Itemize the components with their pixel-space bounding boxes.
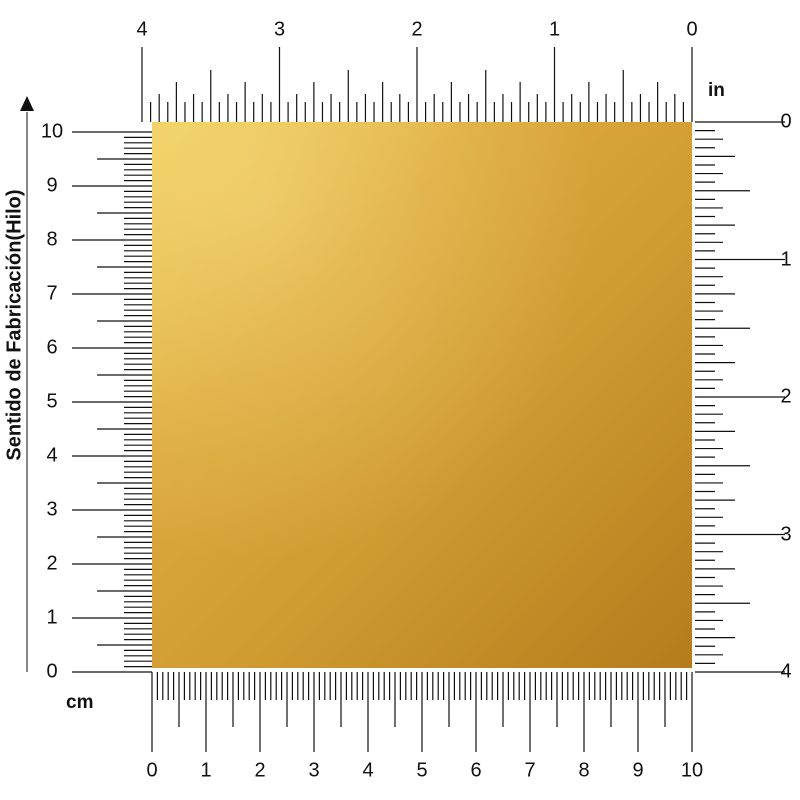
cm-label-bottom: 0: [146, 759, 158, 782]
inch-unit-label: in: [708, 80, 725, 101]
cm-label-left: 2: [46, 552, 58, 575]
cm-label-bottom: 10: [680, 759, 704, 782]
inch-label-right: 4: [780, 660, 792, 683]
cm-label-bottom: 1: [200, 759, 212, 782]
cm-label-bottom: 7: [524, 759, 536, 782]
inch-label-top: 0: [686, 18, 698, 41]
cm-label-left: 6: [46, 336, 58, 359]
cm-label-bottom: 9: [632, 759, 644, 782]
cm-label-bottom: 3: [308, 759, 320, 782]
inch-label-top: 4: [136, 18, 148, 41]
cm-label-left: 5: [46, 390, 58, 413]
inch-label-right: 0: [780, 110, 792, 133]
cm-label-left: 7: [46, 282, 58, 305]
cm-label-left: 0: [46, 660, 58, 683]
cm-label-bottom: 2: [254, 759, 266, 782]
grain-direction-label: Sentido de Fabricación(Hilo): [3, 189, 26, 461]
cm-label-left: 1: [46, 606, 58, 629]
inch-label-right: 3: [780, 523, 792, 545]
inch-label-right: 1: [780, 248, 792, 270]
cm-label-left: 8: [46, 228, 58, 251]
gold-paper-sample: [152, 122, 692, 668]
cm-label-left: 3: [46, 498, 58, 521]
inch-label-top: 3: [273, 18, 286, 41]
inch-label-top: 1: [548, 18, 561, 41]
inch-label-right: 2: [780, 385, 792, 408]
cm-label-left: 4: [46, 444, 58, 467]
cm-label-bottom: 6: [470, 759, 482, 782]
cm-label-bottom: 4: [362, 759, 374, 782]
inch-label-top: 2: [411, 18, 423, 41]
arrow-up-icon: [20, 96, 34, 111]
cm-label-bottom: 5: [416, 759, 428, 782]
cm-label-left: 10: [40, 120, 64, 143]
cm-label-left: 9: [46, 174, 58, 197]
cm-unit-label: cm: [66, 692, 94, 713]
cm-label-bottom: 8: [578, 759, 590, 782]
